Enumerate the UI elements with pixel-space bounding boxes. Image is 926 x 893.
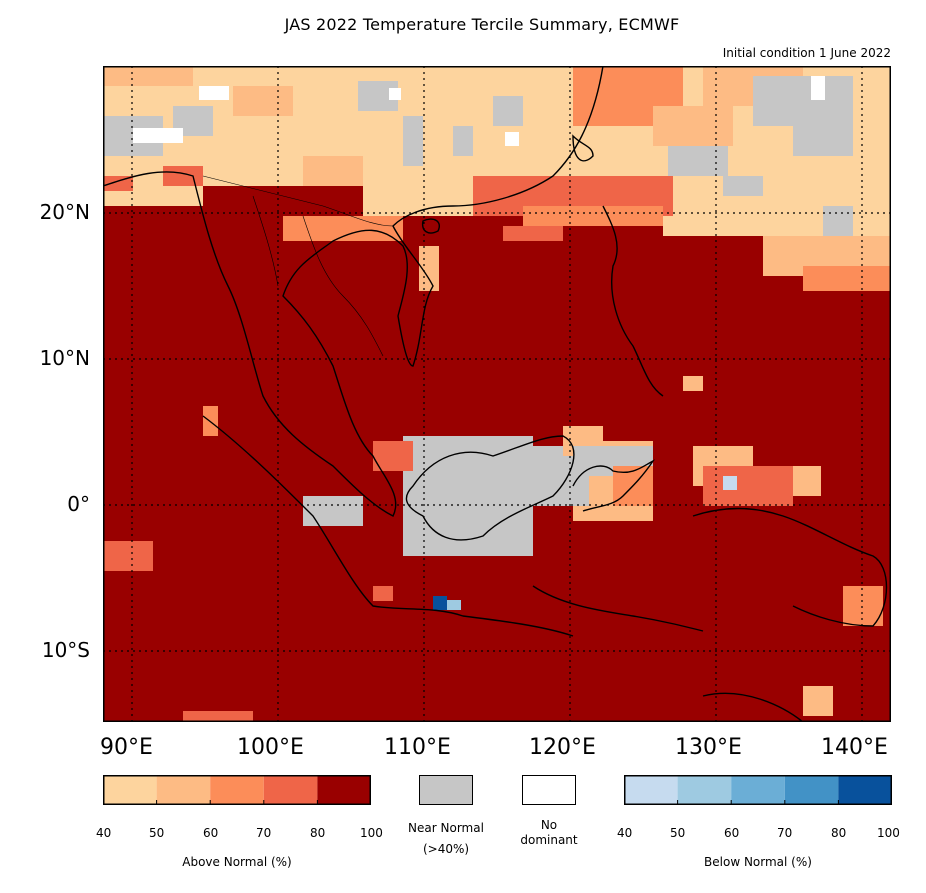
below-normal-colorbar (624, 775, 892, 805)
map-subtitle: Initial condition 1 June 2022 (722, 46, 891, 60)
above-80-100 (317, 775, 371, 805)
below-normal-label: Below Normal (%) (704, 855, 812, 869)
gridlines (103, 66, 891, 722)
below-tick-100: 100 (877, 826, 900, 840)
lat-label-10n: 10°N (39, 346, 90, 370)
above-tick-50: 50 (149, 826, 165, 840)
above-tick-60: 60 (203, 826, 219, 840)
above-tick-100: 100 (360, 826, 383, 840)
above-tick-40: 40 (96, 826, 112, 840)
above-normal-label: Above Normal (%) (182, 855, 292, 869)
tercile-map (103, 66, 891, 722)
above-40-50 (103, 775, 157, 805)
lon-label-90e: 90°E (100, 735, 153, 760)
above-70-80 (263, 775, 318, 805)
below-60-70 (731, 775, 785, 805)
near-normal-swatch (419, 775, 473, 805)
lon-label-100e: 100°E (237, 735, 304, 760)
below-80-100 (838, 775, 892, 805)
lat-label-20n: 20°N (39, 200, 90, 224)
no-dominant-label: No dominant (520, 818, 578, 847)
lon-label-110e: 110°E (384, 735, 451, 760)
map-title: JAS 2022 Temperature Tercile Summary, EC… (284, 15, 680, 34)
below-tick-70: 70 (777, 826, 793, 840)
below-40-50 (624, 775, 678, 805)
lat-label-0: 0° (67, 492, 90, 516)
below-tick-50: 50 (670, 826, 686, 840)
above-tick-80: 80 (310, 826, 326, 840)
below-tick-40: 40 (617, 826, 633, 840)
above-50-60 (156, 775, 211, 805)
country-borders (202, 175, 394, 357)
lon-label-120e: 120°E (529, 735, 596, 760)
lat-label-10s: 10°S (41, 638, 90, 662)
map-frame (103, 66, 891, 722)
near-normal-label: Near Normal (>40%) (408, 821, 484, 856)
above-normal-colorbar (103, 775, 371, 805)
below-70-80 (784, 775, 839, 805)
lon-label-130e: 130°E (675, 735, 742, 760)
below-tick-60: 60 (724, 826, 740, 840)
equatorial-patches (103, 376, 883, 722)
northern-band (103, 66, 891, 291)
coastlines (103, 66, 888, 722)
above-60-70 (210, 775, 264, 805)
below-tick-80: 80 (831, 826, 847, 840)
no-dominant-swatch (522, 775, 576, 805)
lon-label-140e: 140°E (821, 735, 888, 760)
below-50-60 (677, 775, 732, 805)
above-tick-70: 70 (256, 826, 272, 840)
